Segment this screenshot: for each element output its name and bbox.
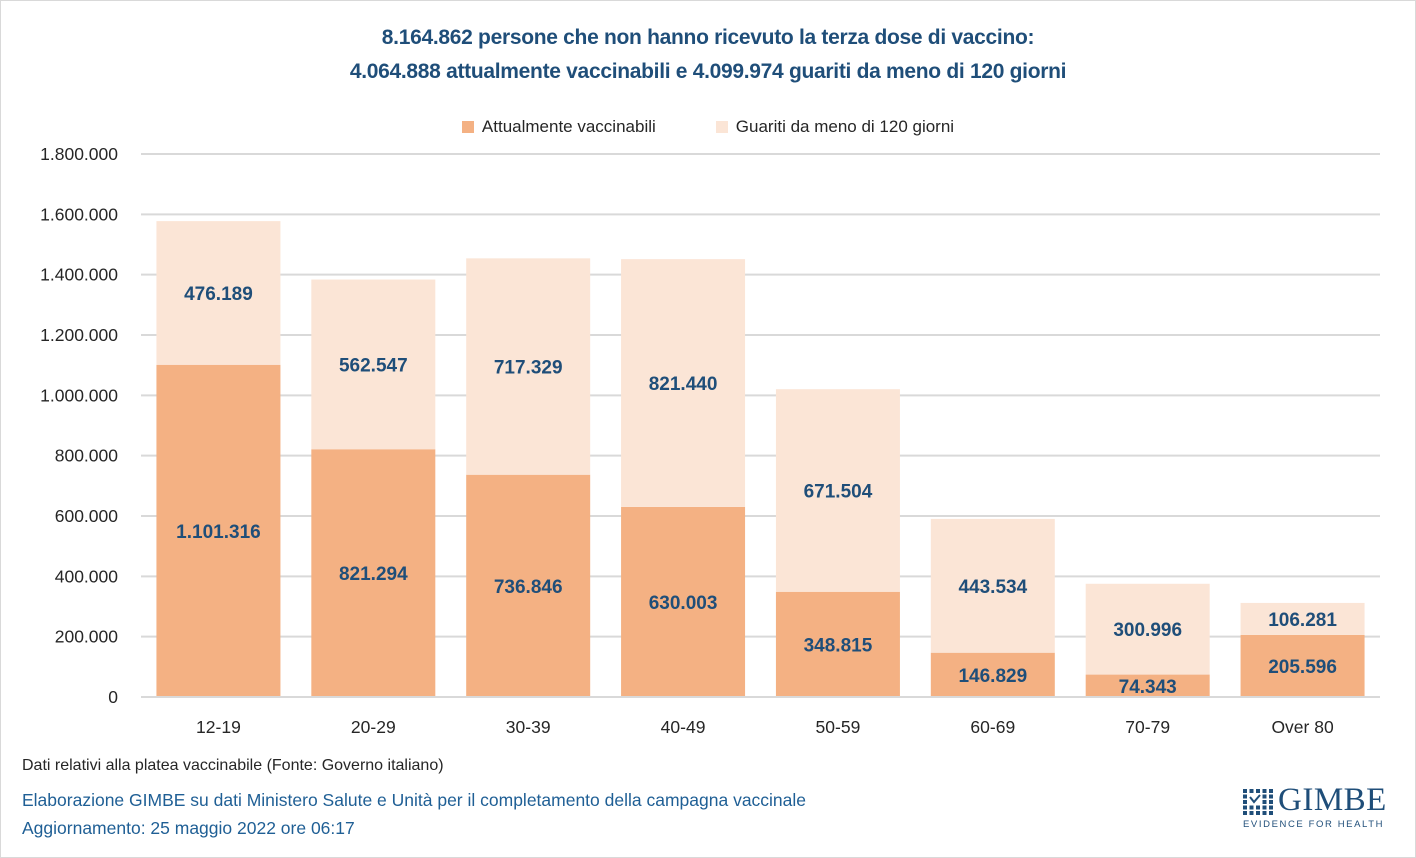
bar-guariti <box>775 389 900 592</box>
data-label: 146.829 <box>958 666 1027 687</box>
x-tick-label: 70-79 <box>1125 717 1170 737</box>
x-tick-label: 12-19 <box>196 717 241 737</box>
legend-item-vaccinabili: Attualmente vaccinabili <box>461 117 656 137</box>
data-label: 1.101.316 <box>176 522 261 543</box>
y-tick-label: 400.000 <box>55 566 119 586</box>
legend-swatch-vaccinabili <box>461 121 474 133</box>
y-tick-label: 800.000 <box>55 446 119 466</box>
x-tick-label: 60-69 <box>970 717 1015 737</box>
y-tick-label: 600.000 <box>55 506 119 526</box>
data-label: 348.815 <box>804 635 873 656</box>
bar-vaccinabili <box>930 652 1055 697</box>
bar-vaccinabili <box>311 449 436 697</box>
y-tick-label: 1.000.000 <box>40 385 118 405</box>
logo-wordmark: GIMBE <box>1278 782 1387 818</box>
y-tick-label: 1.200.000 <box>40 325 118 345</box>
x-tick-label: 40-49 <box>661 717 706 737</box>
data-label: 736.846 <box>494 577 563 598</box>
legend-label-guariti: Guariti da meno di 120 giorni <box>735 117 955 136</box>
bar-vaccinabili <box>466 474 591 697</box>
data-label: 106.281 <box>1268 610 1337 631</box>
data-label: 476.189 <box>184 284 253 305</box>
x-tick-label: 20-29 <box>351 717 396 737</box>
bar-vaccinabili <box>156 364 281 697</box>
x-tick-label: 50-59 <box>816 717 861 737</box>
data-label: 821.440 <box>649 374 718 395</box>
y-tick-label: 200.000 <box>55 627 119 647</box>
bar-guariti <box>1240 602 1365 635</box>
y-tick-label: 0 <box>108 687 118 707</box>
legend-swatch-guariti <box>715 121 728 133</box>
legend-item-guariti: Guariti da meno di 120 giorni <box>715 117 955 137</box>
data-label: 821.294 <box>339 564 408 585</box>
y-tick-label: 1.800.000 <box>40 144 118 164</box>
data-label: 630.003 <box>649 593 718 614</box>
footer-source: Elaborazione GIMBE su dati Ministero Sal… <box>22 790 807 810</box>
x-tick-label: Over 80 <box>1271 717 1334 737</box>
bar-guariti <box>621 259 746 507</box>
y-tick-label: 1.600.000 <box>40 204 118 224</box>
bar-guariti <box>1085 583 1210 675</box>
x-tick-label: 30-39 <box>506 717 551 737</box>
data-label: 300.996 <box>1113 620 1182 641</box>
bar-guariti <box>930 518 1055 653</box>
footer-note: Dati relativi alla platea vaccinabile (F… <box>22 757 444 774</box>
data-label: 671.504 <box>804 481 873 502</box>
chart-title-line2: 4.064.888 attualmente vaccinabili e 4.09… <box>349 60 1067 83</box>
legend-label-vaccinabili: Attualmente vaccinabili <box>481 117 656 136</box>
chart-title-line1: 8.164.862 persone che non hanno ricevuto… <box>381 26 1035 49</box>
data-label: 74.343 <box>1119 677 1177 698</box>
data-label: 717.329 <box>494 358 563 379</box>
footer-updated: Aggiornamento: 25 maggio 2022 ore 06:17 <box>22 818 355 838</box>
bar-guariti <box>156 221 281 365</box>
legend: Attualmente vaccinabili Guariti da meno … <box>0 117 1416 137</box>
bar-vaccinabili <box>1240 634 1365 697</box>
gimbe-logo: GIMBE EVIDENCE FOR HEALTH <box>1243 782 1388 832</box>
bar-guariti <box>466 258 591 475</box>
data-label: 443.534 <box>958 577 1027 598</box>
data-label: 205.596 <box>1268 657 1337 678</box>
grid-check-icon <box>1243 789 1273 815</box>
bar-vaccinabili <box>775 591 900 697</box>
bar-vaccinabili <box>621 506 746 697</box>
logo-tagline: EVIDENCE FOR HEALTH <box>1243 819 1385 830</box>
bar-guariti <box>311 279 436 450</box>
y-tick-label: 1.400.000 <box>40 265 118 285</box>
bar-vaccinabili <box>1085 674 1210 697</box>
data-label: 562.547 <box>339 355 408 376</box>
